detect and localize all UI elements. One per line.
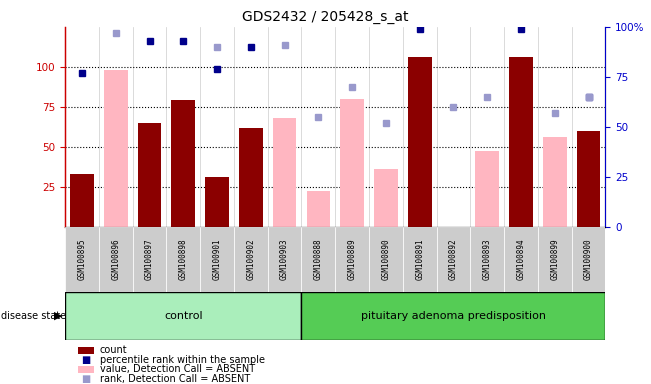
- Bar: [104, 70, 128, 227]
- Text: GSM100890: GSM100890: [381, 238, 391, 280]
- Text: GSM100902: GSM100902: [246, 238, 255, 280]
- Text: ▶: ▶: [54, 311, 62, 321]
- Bar: [99, 227, 133, 292]
- Bar: [374, 169, 398, 227]
- Bar: [437, 227, 470, 292]
- Bar: [65, 292, 301, 340]
- Text: GSM100897: GSM100897: [145, 238, 154, 280]
- Bar: [509, 57, 533, 227]
- Bar: [572, 227, 605, 292]
- Bar: [307, 191, 330, 227]
- Bar: [138, 123, 161, 227]
- Bar: [65, 227, 99, 292]
- Bar: [234, 227, 268, 292]
- Text: ■: ■: [81, 374, 90, 384]
- Text: ■: ■: [81, 355, 90, 365]
- Bar: [335, 227, 369, 292]
- Bar: [239, 127, 262, 227]
- Text: GSM100894: GSM100894: [516, 238, 525, 280]
- Bar: [369, 227, 403, 292]
- Bar: [133, 227, 167, 292]
- Bar: [538, 227, 572, 292]
- Text: GSM100896: GSM100896: [111, 238, 120, 280]
- Bar: [470, 227, 504, 292]
- Text: GSM100889: GSM100889: [348, 238, 357, 280]
- Bar: [268, 227, 301, 292]
- Bar: [340, 99, 364, 227]
- Bar: [301, 292, 605, 340]
- Text: GSM100899: GSM100899: [550, 238, 559, 280]
- Text: GSM100895: GSM100895: [77, 238, 87, 280]
- Bar: [301, 227, 335, 292]
- Text: GSM100900: GSM100900: [584, 238, 593, 280]
- Text: count: count: [100, 345, 127, 355]
- Bar: [273, 118, 296, 227]
- Text: GSM100901: GSM100901: [213, 238, 221, 280]
- Bar: [403, 227, 437, 292]
- Bar: [577, 131, 600, 227]
- Bar: [167, 227, 201, 292]
- Bar: [201, 227, 234, 292]
- Text: GSM100903: GSM100903: [280, 238, 289, 280]
- Bar: [70, 174, 94, 227]
- Text: disease state: disease state: [1, 311, 66, 321]
- Bar: [408, 57, 432, 227]
- Text: value, Detection Call = ABSENT: value, Detection Call = ABSENT: [100, 364, 255, 374]
- Text: rank, Detection Call = ABSENT: rank, Detection Call = ABSENT: [100, 374, 250, 384]
- Text: pituitary adenoma predisposition: pituitary adenoma predisposition: [361, 311, 546, 321]
- Text: GDS2432 / 205428_s_at: GDS2432 / 205428_s_at: [242, 10, 409, 23]
- Text: percentile rank within the sample: percentile rank within the sample: [100, 355, 264, 365]
- Bar: [504, 227, 538, 292]
- Bar: [205, 177, 229, 227]
- Text: GSM100898: GSM100898: [179, 238, 187, 280]
- Text: GSM100891: GSM100891: [415, 238, 424, 280]
- Bar: [543, 137, 566, 227]
- Text: GSM100888: GSM100888: [314, 238, 323, 280]
- Text: control: control: [164, 311, 202, 321]
- Bar: [171, 100, 195, 227]
- Bar: [475, 151, 499, 227]
- Text: GSM100892: GSM100892: [449, 238, 458, 280]
- Text: GSM100893: GSM100893: [483, 238, 492, 280]
